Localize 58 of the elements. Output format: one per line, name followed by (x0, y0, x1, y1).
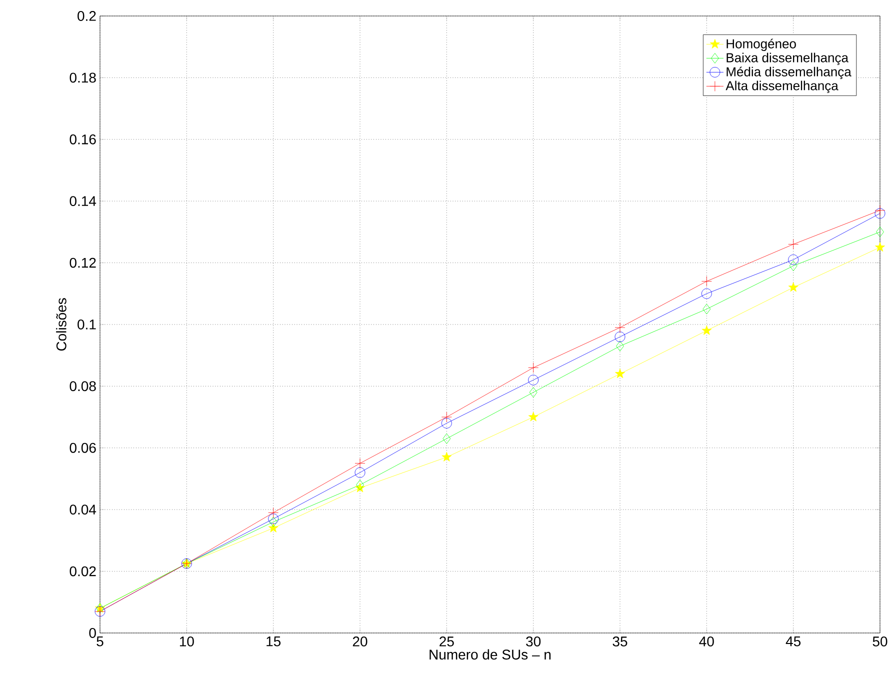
point (268, 522, 278, 532)
point (528, 362, 539, 373)
point (702, 325, 712, 335)
point (354, 467, 366, 478)
point (702, 304, 711, 314)
x-tick-label: 45 (786, 636, 801, 646)
y-tick-label: 0.02 (70, 566, 96, 576)
point (442, 433, 451, 444)
point (614, 322, 626, 333)
point (788, 239, 799, 250)
legend-label: Baixa dissemelhança (726, 52, 848, 65)
point (269, 516, 278, 528)
point (354, 458, 366, 469)
x-axis-title: Numero de SUs – n (430, 649, 551, 660)
x-tick-label: 10 (180, 636, 194, 646)
legend-label: Alta dissemelhança (726, 80, 838, 93)
point (701, 276, 712, 286)
x-tick-label: 5 (96, 636, 104, 646)
point (268, 507, 279, 518)
x-tick-label: 25 (440, 636, 454, 646)
point (876, 226, 884, 238)
point (441, 418, 452, 428)
point (788, 254, 799, 265)
y-tick-label: 0.14 (70, 196, 96, 206)
point (268, 514, 279, 524)
point (529, 387, 538, 398)
x-tick-label: 40 (699, 636, 714, 646)
y-tick-label: 0.04 (70, 504, 96, 515)
point (614, 332, 626, 342)
point (789, 260, 798, 272)
x-tick-label: 35 (612, 636, 628, 646)
point (441, 412, 452, 422)
point (875, 242, 885, 252)
legend-label: Média dissemelhança (726, 66, 852, 80)
point (615, 368, 625, 378)
y-tick-label: 0.16 (70, 134, 96, 144)
y-tick-label: 0.1 (78, 320, 96, 330)
point (874, 208, 886, 219)
x-tick-label: 15 (266, 636, 281, 646)
x-tick-label: 20 (352, 636, 368, 646)
x-tick-label: 50 (872, 636, 888, 646)
y-tick-label: 0.18 (70, 72, 96, 83)
point (788, 282, 798, 292)
y-tick-label: 0.12 (70, 258, 96, 268)
point (701, 288, 712, 299)
y-axis-title: Colisões (56, 298, 66, 351)
x-tick-label: 30 (526, 636, 541, 646)
point (616, 340, 624, 352)
point (356, 480, 364, 490)
legend-label: Homogéneo (726, 38, 796, 51)
y-tick-label: 0.06 (70, 442, 96, 453)
point (528, 374, 539, 386)
point (528, 412, 538, 422)
point (874, 205, 886, 216)
y-tick-label: 0.08 (70, 381, 96, 392)
y-tick-label: 0 (89, 628, 96, 638)
y-tick-label: 0.2 (78, 11, 96, 21)
point (442, 452, 452, 462)
